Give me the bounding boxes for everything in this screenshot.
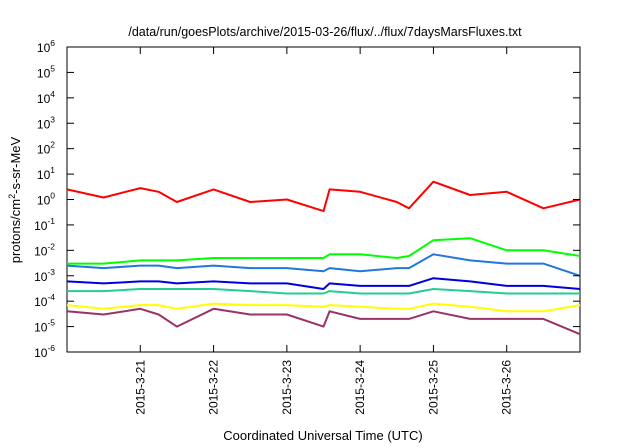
series-line-4: [66, 277, 581, 290]
y-tick-label: 106: [37, 38, 55, 55]
y-tick-exponent: 2: [50, 140, 55, 150]
series-line-6: [66, 302, 581, 313]
y-tick-label: 10-3: [34, 267, 55, 284]
y-axis: 10-610-510-410-310-210-11001011021031041…: [34, 38, 580, 360]
y-tick-label: 101: [37, 165, 55, 182]
series-line-1: [66, 180, 581, 213]
y-tick-exponent: -4: [47, 292, 55, 302]
x-tick-label: 2015-3-23: [280, 360, 294, 415]
y-tick-label: 10-5: [34, 318, 55, 335]
series-line-5: [67, 288, 580, 295]
series-line-2: [67, 237, 581, 265]
y-tick-label: 10-1: [34, 216, 55, 233]
chart-title: /data/run/goesPlots/archive/2015-03-26/f…: [128, 25, 522, 39]
y-tick-label: 100: [37, 191, 55, 208]
y-tick-exponent: -1: [47, 216, 55, 226]
y-tick-label: 10-2: [34, 241, 55, 258]
x-tick-label: 2015-3-25: [426, 360, 440, 415]
y-tick-label: 103: [37, 114, 55, 131]
y-tick-exponent: -6: [47, 343, 55, 353]
y-tick-label: 10-4: [34, 292, 55, 309]
plot-area: 10-610-510-410-310-210-11001011021031041…: [34, 38, 581, 415]
y-tick-exponent: 0: [50, 191, 55, 201]
series-line-7: [66, 307, 581, 336]
y-tick-label: 102: [37, 140, 55, 157]
y-tick-exponent: -2: [47, 241, 55, 251]
y-tick-label: 104: [37, 89, 55, 106]
y-tick-label: 10-6: [34, 343, 55, 360]
y-tick-exponent: 4: [50, 89, 55, 99]
y-axis-label-superscript: 2: [7, 194, 17, 199]
y-tick-exponent: 6: [50, 38, 55, 48]
y-axis-label: protons/cm2-s-sr-MeV: [7, 136, 23, 263]
series-layer: [66, 180, 581, 336]
x-axis-label: Coordinated Universal Time (UTC): [223, 428, 422, 443]
y-tick-exponent: -3: [47, 267, 55, 277]
series-line-3: [66, 253, 581, 277]
y-tick-label: 105: [37, 63, 55, 80]
y-tick-exponent: 5: [50, 63, 55, 73]
x-tick-label: 2015-3-22: [207, 360, 221, 415]
y-axis-label-units: -s-sr-MeV: [8, 136, 23, 193]
x-tick-label: 2015-3-24: [353, 360, 367, 415]
y-tick-exponent: 1: [50, 165, 55, 175]
y-tick-exponent: -5: [47, 318, 55, 328]
x-tick-label: 2015-3-21: [133, 360, 147, 415]
x-tick-label: 2015-3-26: [500, 360, 514, 415]
y-tick-exponent: 3: [50, 114, 55, 124]
x-axis: 2015-3-21 2015-3-22 2015-3-23 2015-3-24 2015…: [133, 47, 514, 415]
y-axis-label-main: protons/cm: [8, 199, 23, 263]
